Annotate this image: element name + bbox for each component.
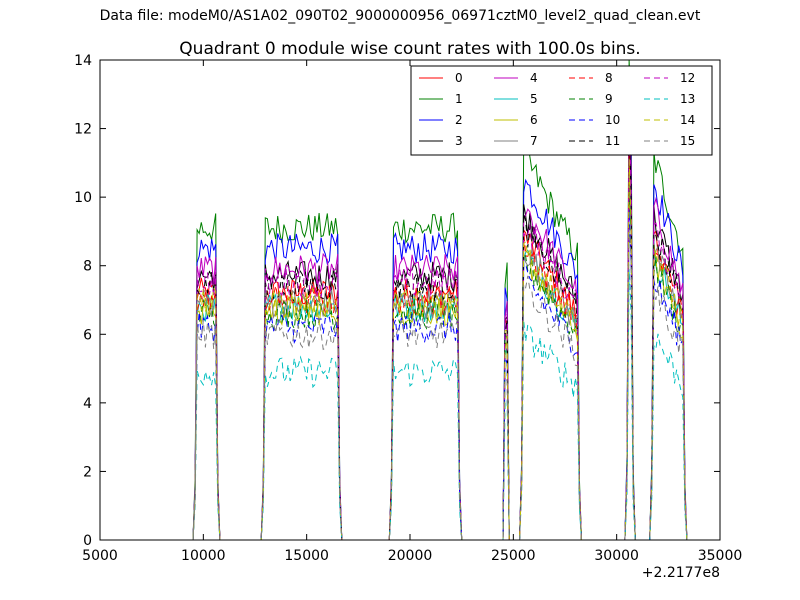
series-line-3 — [192, 122, 688, 541]
x-tick-label: 15000 — [284, 548, 329, 564]
y-tick-label: 8 — [83, 259, 92, 275]
x-tick-label: 20000 — [388, 548, 433, 564]
y-tick-label: 10 — [74, 190, 92, 206]
y-tick-label: 14 — [74, 53, 92, 69]
y-tick-label: 2 — [83, 464, 92, 480]
legend-label-2: 2 — [455, 113, 463, 127]
legend-label-8: 8 — [605, 71, 613, 85]
legend-label-15: 15 — [680, 134, 695, 148]
legend-label-14: 14 — [680, 113, 695, 127]
series-line-8 — [192, 154, 688, 541]
y-tick-label: 0 — [83, 533, 92, 549]
legend-label-5: 5 — [530, 92, 538, 106]
legend-label-1: 1 — [455, 92, 463, 106]
x-tick-label: 35000 — [698, 548, 743, 564]
legend-label-3: 3 — [455, 134, 463, 148]
series-line-13 — [192, 269, 688, 541]
x-tick-label: 5000 — [82, 548, 118, 564]
legend-label-4: 4 — [530, 71, 538, 85]
legend-label-13: 13 — [680, 92, 695, 106]
data-file-label: Data file: modeM0/AS1A02_090T02_90000009… — [99, 8, 701, 24]
y-tick-label: 4 — [83, 396, 92, 412]
legend-label-7: 7 — [530, 134, 538, 148]
series-line-11 — [192, 129, 688, 541]
x-tick-label: 25000 — [491, 548, 536, 564]
legend-label-10: 10 — [605, 113, 620, 127]
x-tick-label: 30000 — [594, 548, 639, 564]
y-tick-label: 12 — [74, 122, 92, 138]
legend-box — [410, 65, 713, 156]
series-line-14 — [192, 158, 688, 541]
y-tick-label: 6 — [83, 327, 92, 343]
x-offset-label: +2.2177e8 — [642, 565, 720, 581]
legend-label-12: 12 — [680, 71, 695, 85]
series-line-6 — [192, 191, 688, 541]
chart-title: Quadrant 0 module wise count rates with … — [179, 39, 640, 59]
ticks-layer: 5000 10000 15000 20000 25000 30000 35000 0 2 4 6 8 1… — [74, 53, 742, 564]
series-line-9 — [192, 177, 688, 541]
legend-label-11: 11 — [605, 134, 620, 148]
legend-label-0: 0 — [455, 71, 463, 85]
series-line-10 — [192, 210, 688, 541]
legend-label-6: 6 — [530, 113, 538, 127]
legend-label-9: 9 — [605, 92, 613, 106]
series-line-12 — [192, 127, 688, 541]
x-tick-label: 10000 — [181, 548, 226, 564]
